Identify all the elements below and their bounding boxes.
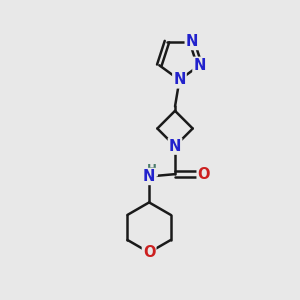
Text: N: N (169, 139, 181, 154)
Text: N: N (194, 58, 206, 73)
Text: N: N (186, 34, 198, 49)
Text: N: N (143, 169, 155, 184)
Text: H: H (147, 163, 157, 176)
Text: N: N (173, 72, 186, 87)
Text: O: O (198, 167, 210, 182)
Text: O: O (143, 245, 155, 260)
